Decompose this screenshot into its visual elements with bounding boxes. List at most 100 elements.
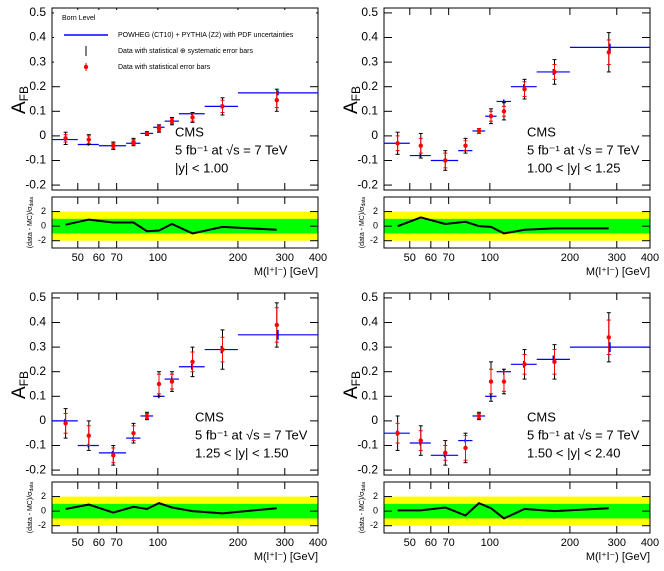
annotation: 5 fb⁻¹ at √s = 7 TeV (527, 142, 640, 157)
x-tick-label: 400 (641, 252, 659, 264)
y-tick-label: 0.4 (361, 30, 378, 44)
y-tick-label: 0.2 (361, 364, 378, 378)
plot-frame (383, 196, 651, 249)
y-tick-label: 0.1 (361, 388, 378, 402)
annotation: 1.25 < |y| < 1.50 (195, 445, 289, 460)
data-point (144, 413, 150, 419)
ratio-panel: -2 0 2 50 60 70 100 200 300 400 (data - MC)/σdata M… (27, 481, 327, 563)
y-axis-label: AFB (341, 371, 363, 399)
band (52, 218, 318, 234)
x-tick-label: 200 (229, 252, 247, 264)
plot-frame (383, 7, 651, 191)
data-point (131, 139, 136, 145)
y-tick-label: -2 (38, 235, 46, 245)
x-axis-label: M(l⁺l⁻) [GeV] (254, 266, 318, 278)
y-axis-label-main: A (9, 101, 30, 114)
y-tick-label: -0.2 (25, 462, 46, 476)
x-tick-label: 70 (111, 252, 123, 264)
data-point (476, 128, 482, 134)
x-tick-label: 300 (608, 537, 626, 549)
y-tick-label: 0.4 (29, 315, 46, 329)
y-axis-label-sub: FB (349, 86, 363, 101)
x-tick-label: 100 (149, 252, 167, 264)
x-tick-label: 200 (229, 537, 247, 549)
data-point (476, 413, 482, 419)
y-tick-label: 0 (39, 413, 46, 427)
y-tick-label: 0 (41, 221, 46, 231)
y-axis-label-sub: data (361, 482, 367, 492)
y-axis-label: (data - MC)/σdata (359, 197, 367, 249)
y-tick-label: 0 (41, 506, 46, 516)
plot-frame (51, 196, 319, 249)
y-tick-label: 0.2 (29, 364, 46, 378)
data-point (522, 362, 527, 367)
ratio-line (65, 218, 277, 235)
x-tick-label: 70 (443, 252, 455, 264)
ratio-line (397, 501, 609, 520)
plot-frame (383, 292, 651, 476)
x-tick-label: 300 (276, 537, 294, 549)
data-point (86, 433, 91, 438)
legend-swatch (83, 64, 89, 70)
y-axis-label: AFB (341, 86, 363, 114)
x-tick-label: 100 (481, 537, 499, 549)
annotation: CMS (195, 409, 224, 424)
y-tick-label: 0.3 (361, 54, 378, 68)
x-tick-label: 70 (111, 537, 123, 549)
annotation: |y| < 1.00 (175, 160, 228, 175)
data-point (274, 322, 279, 328)
y-tick-label: 0.4 (361, 315, 378, 329)
data-point (169, 118, 175, 124)
data-point (395, 430, 400, 436)
data-point (190, 359, 195, 365)
ratio-line (397, 216, 609, 235)
y-axis-label: (data - MC)/σdata (27, 482, 35, 534)
data-point (552, 359, 557, 365)
legend-label: Data with statistical error bars (118, 64, 211, 71)
y-axis-label-sub: data (361, 197, 367, 207)
y-axis-label-main: (data - MC)/σ (359, 491, 366, 533)
data-point (443, 158, 448, 163)
x-axis-label: M(l⁺l⁻) [GeV] (586, 551, 650, 563)
y-tick-label: -0.1 (357, 153, 378, 167)
data-point (190, 115, 195, 120)
x-tick-label: 50 (404, 252, 416, 264)
y-tick-label: 0.2 (29, 79, 46, 93)
data-point (488, 114, 494, 119)
main-panel: -0.2 -0.1 0 0.1 0.2 0.3 0.4 0.5 AFB CMS 5 fb⁻¹ at … (9, 290, 319, 476)
main-panel: -0.2 -0.1 0 0.1 0.2 0.3 0.4 0.5 AFB CMS 5 fb⁻¹ at … (9, 5, 319, 191)
y-tick-label: 2 (41, 491, 46, 501)
x-tick-label: 300 (276, 252, 294, 264)
y-axis-label-main: (data - MC)/σ (359, 206, 366, 248)
data-point (606, 50, 611, 55)
y-axis-label-main: (data - MC)/σ (27, 206, 34, 248)
y-tick-label: 0.3 (361, 339, 378, 353)
y-axis-label: AFB (9, 371, 31, 399)
y-axis-label: AFB (9, 86, 31, 114)
x-tick-label: 50 (72, 537, 84, 549)
x-tick-label: 70 (443, 537, 455, 549)
data-point (63, 421, 68, 426)
data-point (144, 131, 150, 136)
x-tick-label: 100 (149, 537, 167, 549)
y-tick-label: 0 (373, 221, 378, 231)
annotation: 5 fb⁻¹ at √s = 7 TeV (195, 427, 308, 442)
y-axis-label-sub: FB (17, 86, 31, 101)
data-point (443, 450, 448, 456)
y-tick-label: 0.1 (29, 103, 46, 117)
data-point (63, 136, 68, 141)
x-tick-label: 60 (93, 537, 105, 549)
y-axis-label-main: (data - MC)/σ (27, 491, 34, 533)
x-tick-label: 200 (561, 537, 579, 549)
data-point (552, 69, 557, 75)
annotation: 5 fb⁻¹ at √s = 7 TeV (175, 142, 288, 157)
ratio-panel: -2 0 2 50 60 70 100 200 300 400 (data - MC)/σdata M… (27, 196, 327, 278)
y-axis-label: (data - MC)/σdata (359, 482, 367, 534)
data-point (418, 143, 423, 148)
y-axis-label-sub: data (29, 482, 35, 492)
data-point (86, 137, 91, 142)
plot-frame (383, 481, 651, 534)
x-tick-label: 400 (309, 537, 327, 549)
data-point (111, 143, 116, 148)
